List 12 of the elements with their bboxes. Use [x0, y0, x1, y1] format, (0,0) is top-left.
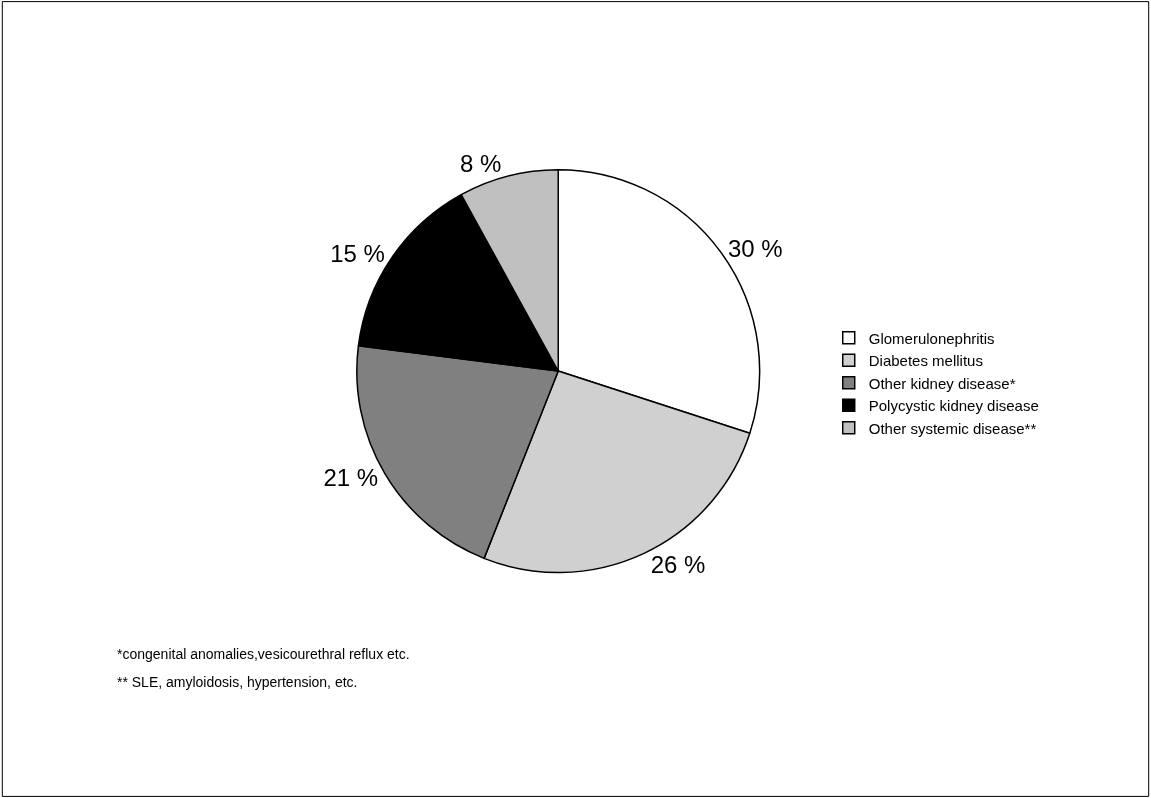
data-label: 15 % — [330, 240, 385, 268]
legend-label: Diabetes mellitus — [868, 352, 983, 370]
data-label: 21 % — [323, 463, 379, 491]
legend-label: Other kidney disease* — [868, 374, 1016, 392]
data-label: 26 % — [650, 550, 706, 578]
legend-label: Other systemic disease** — [868, 419, 1037, 437]
legend-label: Polycystic kidney disease — [868, 397, 1039, 415]
data-label: 8 % — [460, 149, 502, 177]
data-label: 30 % — [727, 234, 783, 262]
text: *congenital anomalies,vesicourethral reflux etc. — [117, 646, 410, 662]
legend-label: Glomerulonephritis — [868, 329, 995, 347]
text: ** SLE, amyloidosis, hypertension, etc. — [117, 674, 358, 690]
